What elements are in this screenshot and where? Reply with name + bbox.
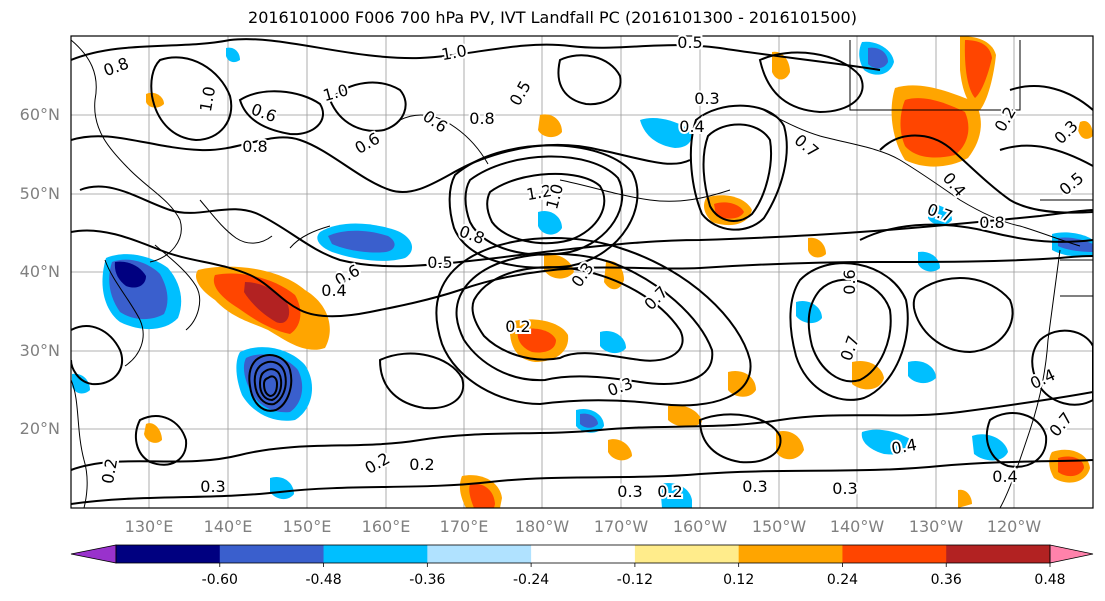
colorbar-outline [115,544,1051,564]
lat-label-20n: 20°N [20,419,60,438]
lon-label-140e: 140°E [204,517,253,536]
colorbar-tick-label: -0.48 [305,572,341,588]
map-content [71,36,1093,508]
lat-label-50n: 50°N [20,184,60,203]
lon-label-170w: 170°W [594,517,649,536]
lon-label-170e: 170°E [440,517,489,536]
colorbar-tick-label: 0.24 [827,572,858,588]
colorbar-swatch [219,545,325,563]
contour-label: 0.3 [617,482,642,501]
contour-label: 0.3 [200,477,225,496]
contour-label: 0.4 [992,467,1017,486]
colorbar-swatch [946,545,1051,563]
colorbar: -0.60 -0.48 -0.36 -0.24 -0.12 0.12 0.24 0.36 0.4… [70,544,1094,588]
colorbar-tick-label: -0.24 [513,572,549,588]
colorbar-tick-label: 0.36 [931,572,962,588]
colorbar-tick-label: 0.48 [1034,572,1065,588]
colorbar-swatch [738,545,843,563]
colorbar-tick-label: -0.12 [617,572,653,588]
negative-anomaly-shading [72,41,1093,508]
coastlines [71,39,1093,508]
lon-label-130w: 130°W [909,517,964,536]
colorbar-tick-label: -0.36 [409,572,445,588]
colorbar-swatch [842,545,947,563]
contour-label: 0.8 [469,109,494,128]
colorbar-extend-high [1049,544,1094,564]
pv-contours [71,38,1093,505]
lon-label-130e: 130°E [125,517,174,536]
lon-label-160w: 160°W [673,517,728,536]
contour-label: 0.5 [677,33,702,52]
lon-label-140w: 140°W [830,517,885,536]
lon-label-160e: 160°E [362,517,411,536]
contour-label: 0.2 [409,455,434,474]
contour-label: 0.8 [979,213,1004,232]
contour-label: 0.3 [832,479,857,498]
contour-label: 0.5 [427,253,452,272]
map-frame [70,35,1094,509]
map-title: 2016101000 F006 700 hPa PV, IVT Landfall… [248,8,857,27]
colorbar-swatch [427,545,532,563]
lon-label-150e: 150°E [283,517,332,536]
contour-label: 0.3 [694,89,719,108]
contour-label: 0.4 [321,281,346,300]
positive-anomaly-shading [144,36,1093,508]
contour-label: 0.3 [742,477,767,496]
lat-label-40n: 40°N [20,262,60,281]
colorbar-swatch [531,545,636,563]
colorbar-swatch [323,545,428,563]
lat-label-30n: 30°N [20,341,60,360]
contour-label: 0.2 [505,317,530,336]
lon-label-150w: 150°W [752,517,807,536]
contour-label: 0.6 [840,269,859,294]
colorbar-swatch [634,545,740,563]
contour-label: 0.4 [679,117,704,136]
lon-label-120w: 120°W [987,517,1042,536]
colorbar-extend-low [70,544,117,564]
colorbar-tick-label: -0.60 [202,572,238,588]
colorbar-tick-label: 0.12 [723,572,754,588]
lon-label-180w: 180°W [515,517,570,536]
colorbar-swatch [116,545,221,563]
contour-label: 0.2 [657,482,682,501]
contour-label: 0.8 [242,137,267,156]
lat-label-60n: 60°N [20,105,60,124]
